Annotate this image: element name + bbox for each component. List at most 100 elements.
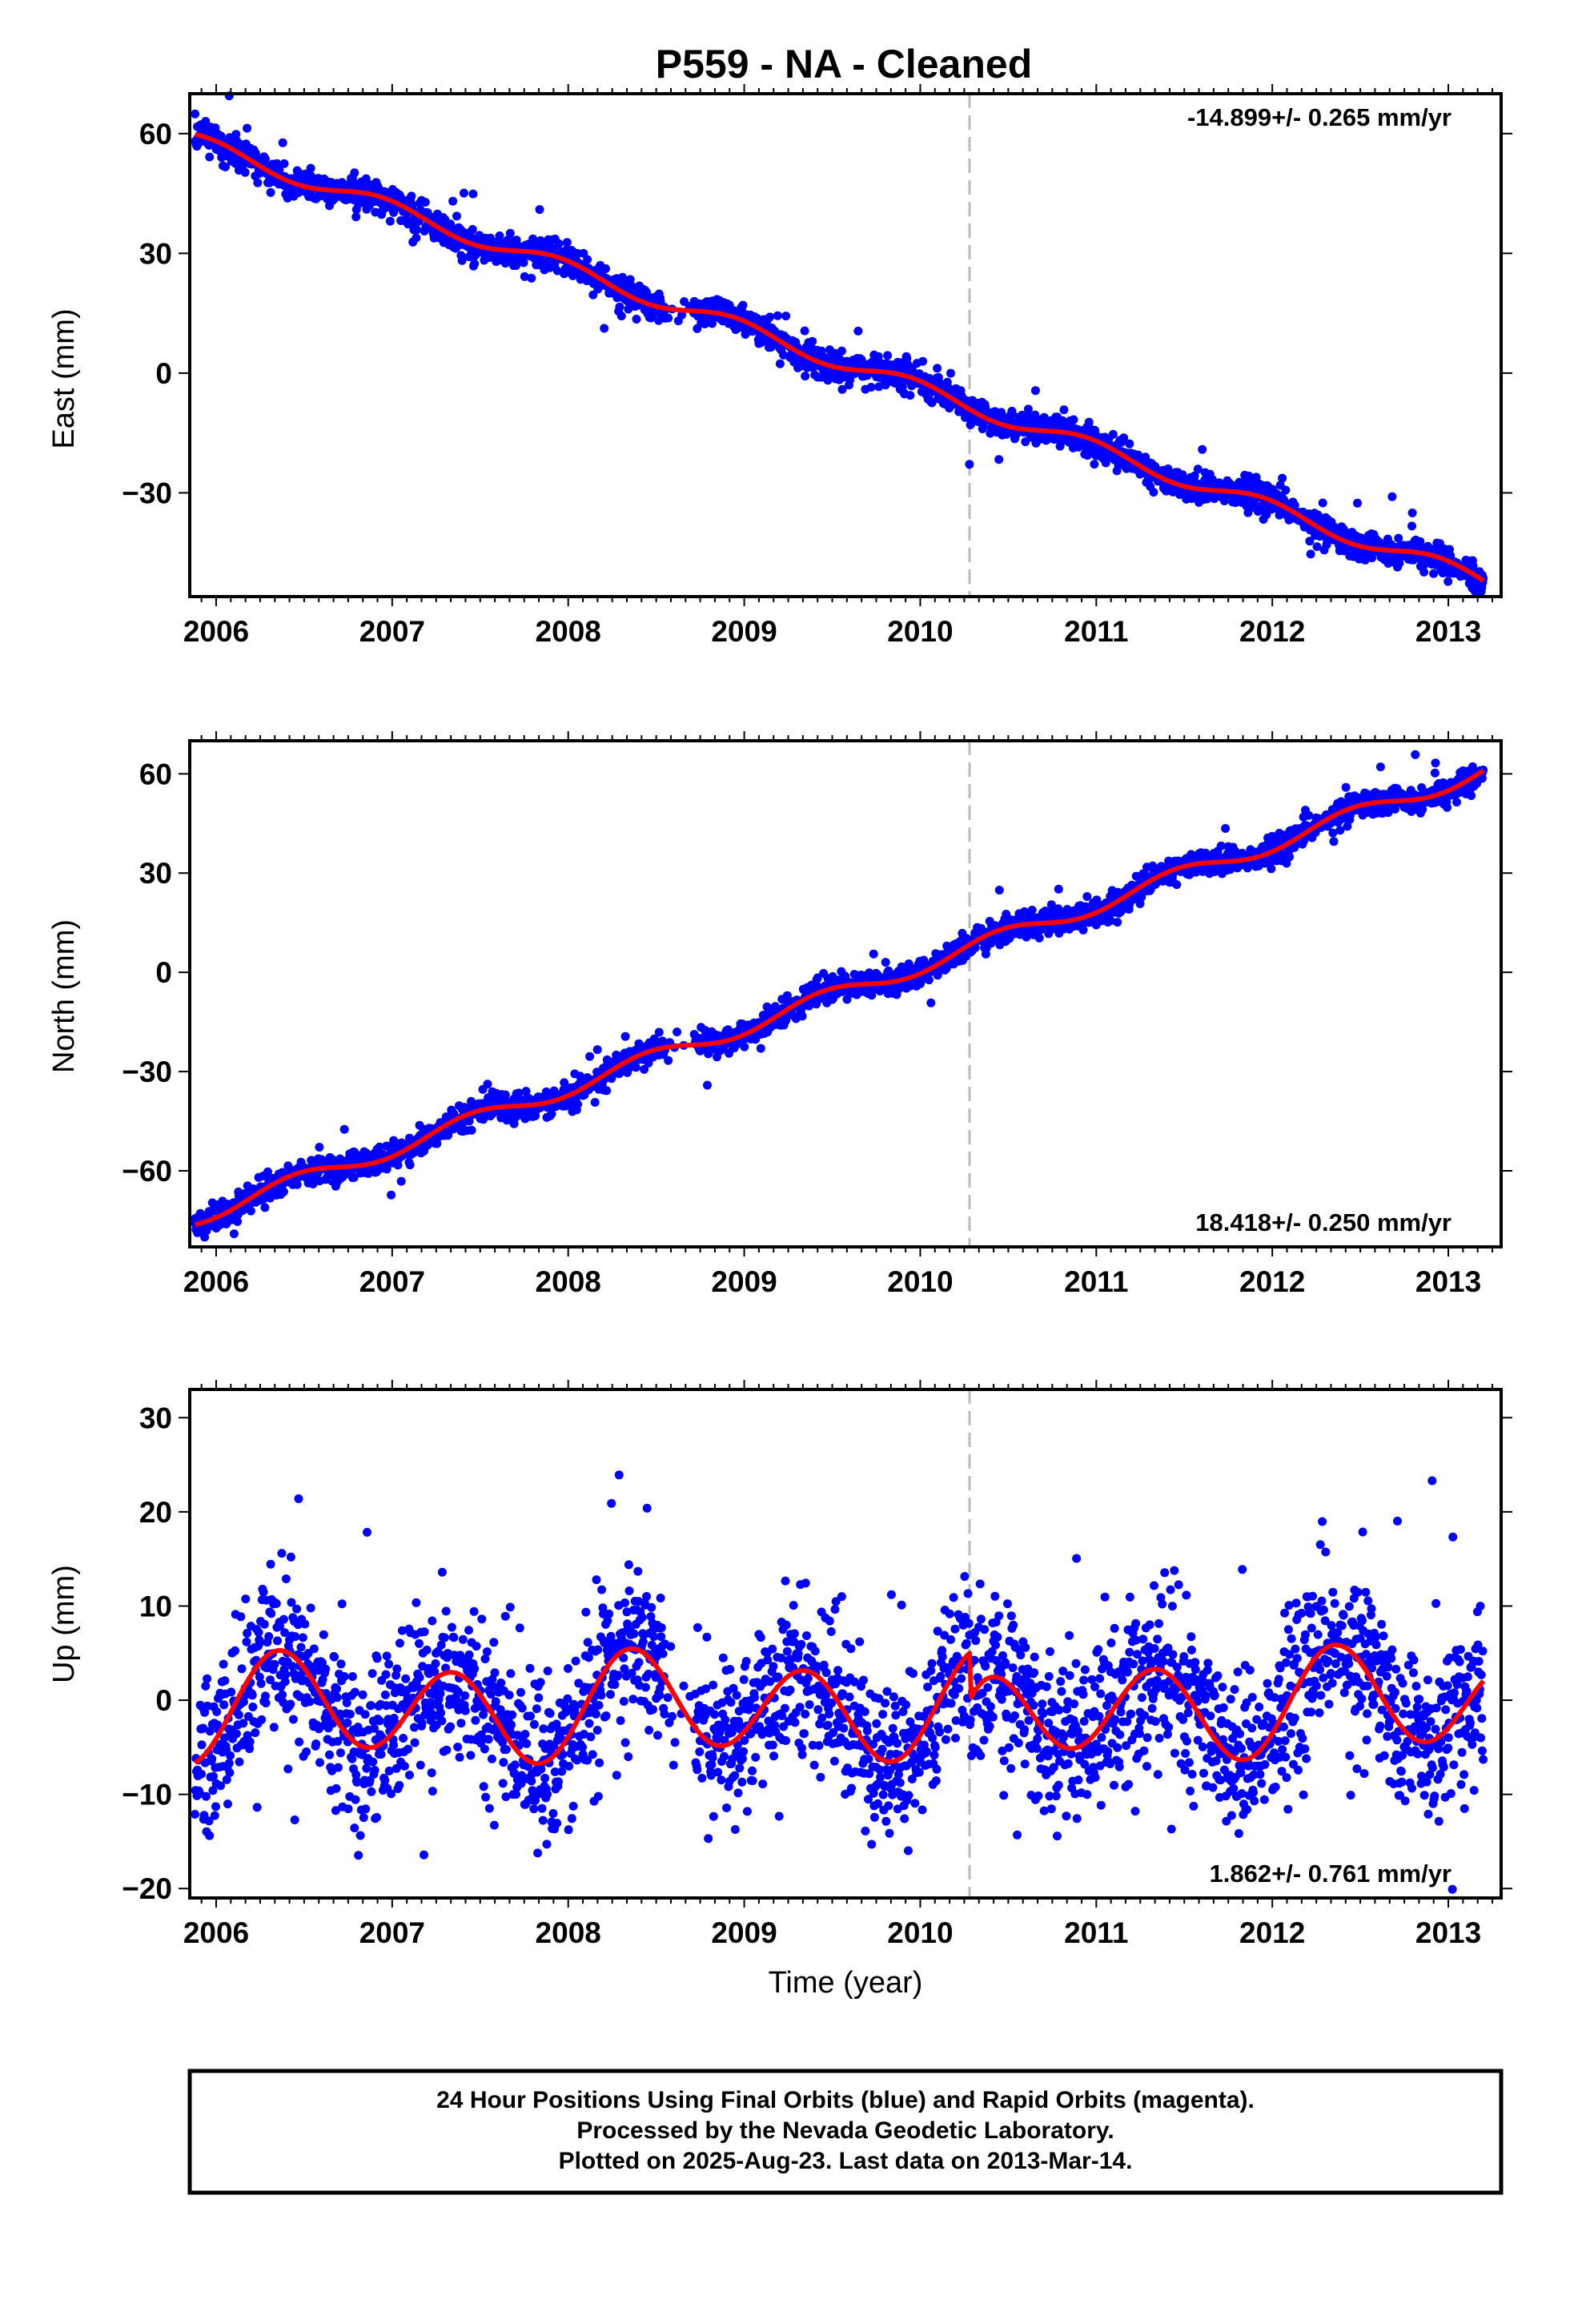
panel-east: 2006 2007 2008 2009 2010 2011 2012 2013−3003060… (47, 84, 1512, 648)
east-point (601, 264, 610, 273)
east-point (632, 315, 641, 324)
north-point (387, 1190, 396, 1200)
y-tick-label: 30 (139, 237, 172, 270)
north-point (1034, 933, 1044, 943)
east-point (837, 346, 846, 356)
east-point (1090, 460, 1099, 469)
east-point (351, 212, 361, 222)
east-point (407, 191, 416, 201)
east-point (221, 162, 230, 171)
east-point (420, 198, 430, 207)
x-tick-label: 2010 (887, 615, 953, 648)
east-point (1407, 521, 1416, 531)
east-point (1353, 498, 1362, 508)
north-points (191, 750, 1488, 1242)
east-point (800, 326, 809, 336)
east-point (1306, 549, 1315, 559)
x-tick-label: 2006 (183, 615, 249, 648)
east-point (1059, 405, 1069, 415)
east-point (457, 255, 467, 265)
north-point (1027, 906, 1037, 915)
north-point (1078, 925, 1088, 935)
north-point (1285, 852, 1295, 862)
east-point (853, 326, 863, 336)
north-point (467, 1125, 476, 1135)
east-point (1281, 485, 1291, 495)
east-point (468, 225, 477, 234)
east-point (562, 238, 572, 247)
east-point (527, 273, 536, 283)
east-point (1069, 415, 1078, 424)
east-point (1030, 386, 1040, 396)
y-tick-label: −30 (122, 476, 172, 509)
north-point (797, 1011, 807, 1021)
east-point (1419, 567, 1429, 577)
east-point (1443, 577, 1453, 586)
north-point (590, 1098, 600, 1107)
east-point (801, 372, 810, 381)
east-point (505, 228, 515, 238)
east-point (266, 187, 275, 197)
x-tick-label: 2013 (1415, 615, 1481, 648)
east-point (385, 216, 395, 226)
north-point (654, 1027, 664, 1037)
east-point (583, 255, 592, 264)
east-point (253, 178, 263, 187)
north-point (926, 998, 936, 1007)
north-point (339, 1124, 349, 1134)
east-point (468, 189, 478, 199)
east-point (1198, 444, 1207, 454)
north-point (1221, 824, 1231, 833)
x-tick-label: 2009 (711, 615, 777, 648)
east-point (470, 259, 480, 268)
east-point (552, 266, 562, 275)
east-point (240, 167, 250, 177)
north-point (1172, 880, 1182, 890)
east-point (781, 312, 791, 321)
y-tick-label: 0 (155, 357, 172, 390)
y-tick-label: 60 (139, 118, 172, 151)
north-point (756, 1043, 765, 1053)
east-point (918, 356, 928, 366)
north-point (315, 1143, 324, 1152)
east-point (1407, 509, 1417, 517)
east-point (600, 324, 609, 333)
east-point (1387, 492, 1397, 501)
east-point (775, 359, 785, 368)
east-point (1149, 488, 1158, 497)
north-point (1082, 892, 1092, 901)
east-point (412, 225, 421, 235)
east-point (535, 205, 544, 215)
x-tick-label: 2012 (1239, 615, 1305, 648)
north-point (869, 949, 878, 959)
east-point (664, 313, 673, 323)
north-point (664, 1055, 673, 1065)
east-point (520, 271, 529, 281)
north-point (260, 1203, 270, 1212)
north-point (1054, 884, 1063, 894)
east-point (615, 302, 624, 312)
east-point (738, 300, 748, 310)
north-point (620, 1031, 630, 1041)
east-point (279, 159, 289, 168)
north-point (881, 958, 890, 967)
north-point (573, 1100, 583, 1109)
north-point (292, 1180, 302, 1189)
east-point (519, 258, 528, 267)
north-point (1113, 918, 1122, 927)
east-point (448, 196, 458, 206)
east-point (946, 368, 955, 378)
east-point (205, 152, 215, 162)
east-point (243, 123, 252, 133)
east-point (965, 460, 974, 469)
east-point (350, 168, 359, 178)
east-point (933, 364, 942, 373)
north-point (229, 1229, 239, 1239)
north-point (1329, 837, 1339, 846)
east-point (616, 312, 626, 321)
east-point (1429, 569, 1439, 578)
north-point (994, 886, 1004, 895)
east-point (554, 239, 564, 248)
north-point (585, 1051, 595, 1061)
